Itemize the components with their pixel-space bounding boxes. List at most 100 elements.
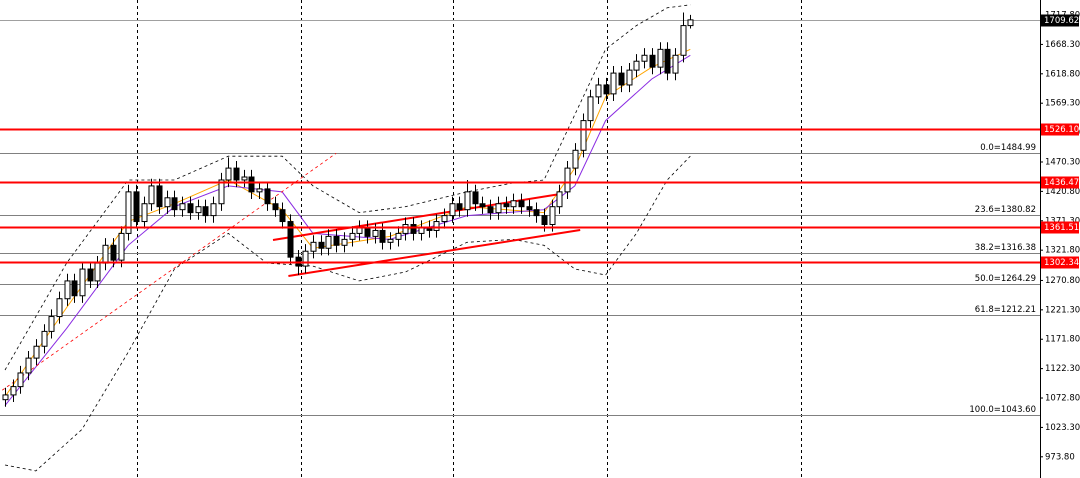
price-label: 1709.62 (1044, 16, 1079, 26)
y-tick-label: 1072.80 (1045, 394, 1080, 404)
candle-body (17, 372, 24, 388)
candle-body (541, 215, 548, 226)
candle-body (41, 330, 48, 347)
candle-body (526, 206, 533, 211)
candle-body (179, 203, 186, 211)
candle-body (279, 209, 286, 223)
level-label: 1361.51 (1044, 223, 1079, 233)
y-tick-label: 1420.80 (1045, 187, 1080, 197)
candle-body (349, 232, 356, 240)
candle-body (449, 203, 456, 217)
level-label: 1526.10 (1044, 125, 1079, 135)
candle-body (56, 298, 63, 318)
y-tick-label: 1122.30 (1045, 364, 1080, 374)
fib-label: 23.6=1380.82 (975, 205, 1036, 215)
candle-body (641, 54, 648, 62)
candle-body (680, 25, 687, 56)
candle-body (233, 167, 240, 181)
candle-body (433, 221, 440, 231)
candle-body (410, 224, 417, 234)
candle-body (603, 84, 610, 95)
candle-body (341, 238, 348, 246)
level-label-box (1041, 256, 1079, 269)
candle-body (48, 316, 55, 332)
y-tick-label: 1023.30 (1045, 423, 1080, 433)
overlay-line (4, 4, 691, 371)
candle-body (33, 345, 40, 359)
candle-body (572, 149, 579, 169)
price-label-box (1041, 14, 1079, 27)
candle-body (657, 48, 664, 68)
overlay-line (288, 229, 581, 277)
y-tick-label: 1668.30 (1045, 40, 1080, 50)
candle-body (464, 191, 471, 211)
candle-body (195, 206, 202, 214)
y-tick-label: 1171.80 (1045, 335, 1080, 345)
candle-body (210, 203, 217, 217)
candle-body (118, 232, 125, 261)
candle-body (379, 229, 386, 243)
candle-body (580, 120, 587, 151)
candle-body (171, 197, 178, 211)
level-label: 1436.47 (1044, 178, 1079, 188)
candle-body (141, 203, 148, 223)
candle-body (395, 232, 402, 240)
candle-body (610, 72, 617, 95)
candle-body (325, 235, 332, 249)
fib-label: 38.2=1316.38 (975, 243, 1036, 253)
candle-body (479, 203, 486, 208)
candle-body (595, 84, 602, 98)
candle-body (202, 206, 209, 217)
y-tick-label: 1371.30 (1045, 216, 1080, 226)
candle-body (256, 188, 263, 193)
candle-body (649, 54, 656, 68)
candle-body (218, 179, 225, 205)
candle-body (333, 235, 340, 246)
fib-label: 61.8=1212.21 (975, 305, 1036, 315)
candle-body (687, 19, 694, 27)
candle-body (2, 394, 9, 401)
candle-body (664, 48, 671, 74)
fib-label: 50.0=1264.29 (975, 274, 1036, 284)
candle-body (510, 200, 517, 208)
level-label-box (1041, 176, 1079, 189)
candle-body (125, 191, 132, 234)
overlay-line (4, 155, 691, 472)
candle-body (148, 185, 155, 205)
candle-body (272, 203, 279, 211)
candle-body (248, 176, 255, 193)
y-tick-label: 1321.80 (1045, 246, 1080, 256)
candle-body (672, 54, 679, 74)
candle-body (587, 96, 594, 122)
candle-body (549, 206, 556, 226)
y-tick-label: 1470.30 (1045, 157, 1080, 167)
candle-body (456, 203, 463, 211)
candle-body (287, 221, 294, 258)
y-tick-label: 1569.30 (1045, 99, 1080, 109)
candle-body (387, 238, 394, 243)
fib-label: 0.0=1484.99 (980, 143, 1036, 153)
vertical-grid (137, 0, 802, 478)
candle-body (79, 268, 86, 297)
candle-body (225, 167, 232, 181)
candle-body (310, 241, 317, 252)
candle-body (241, 176, 248, 181)
y-tick-label: 1221.30 (1045, 305, 1080, 315)
candle-body (187, 203, 194, 214)
candle-body (94, 262, 101, 282)
candle-body (87, 268, 94, 282)
candle-body (564, 167, 571, 193)
candle-body (156, 185, 163, 208)
candle-body (318, 241, 325, 249)
candle-body (441, 215, 448, 223)
candle-body (533, 209, 540, 217)
candle-body (372, 229, 379, 237)
candle-body (633, 60, 640, 71)
y-tick-label: 1618.80 (1045, 69, 1080, 79)
candle-body (302, 250, 309, 267)
candle-body (618, 72, 625, 86)
candle-body (518, 200, 525, 208)
candle-body (626, 69, 633, 86)
